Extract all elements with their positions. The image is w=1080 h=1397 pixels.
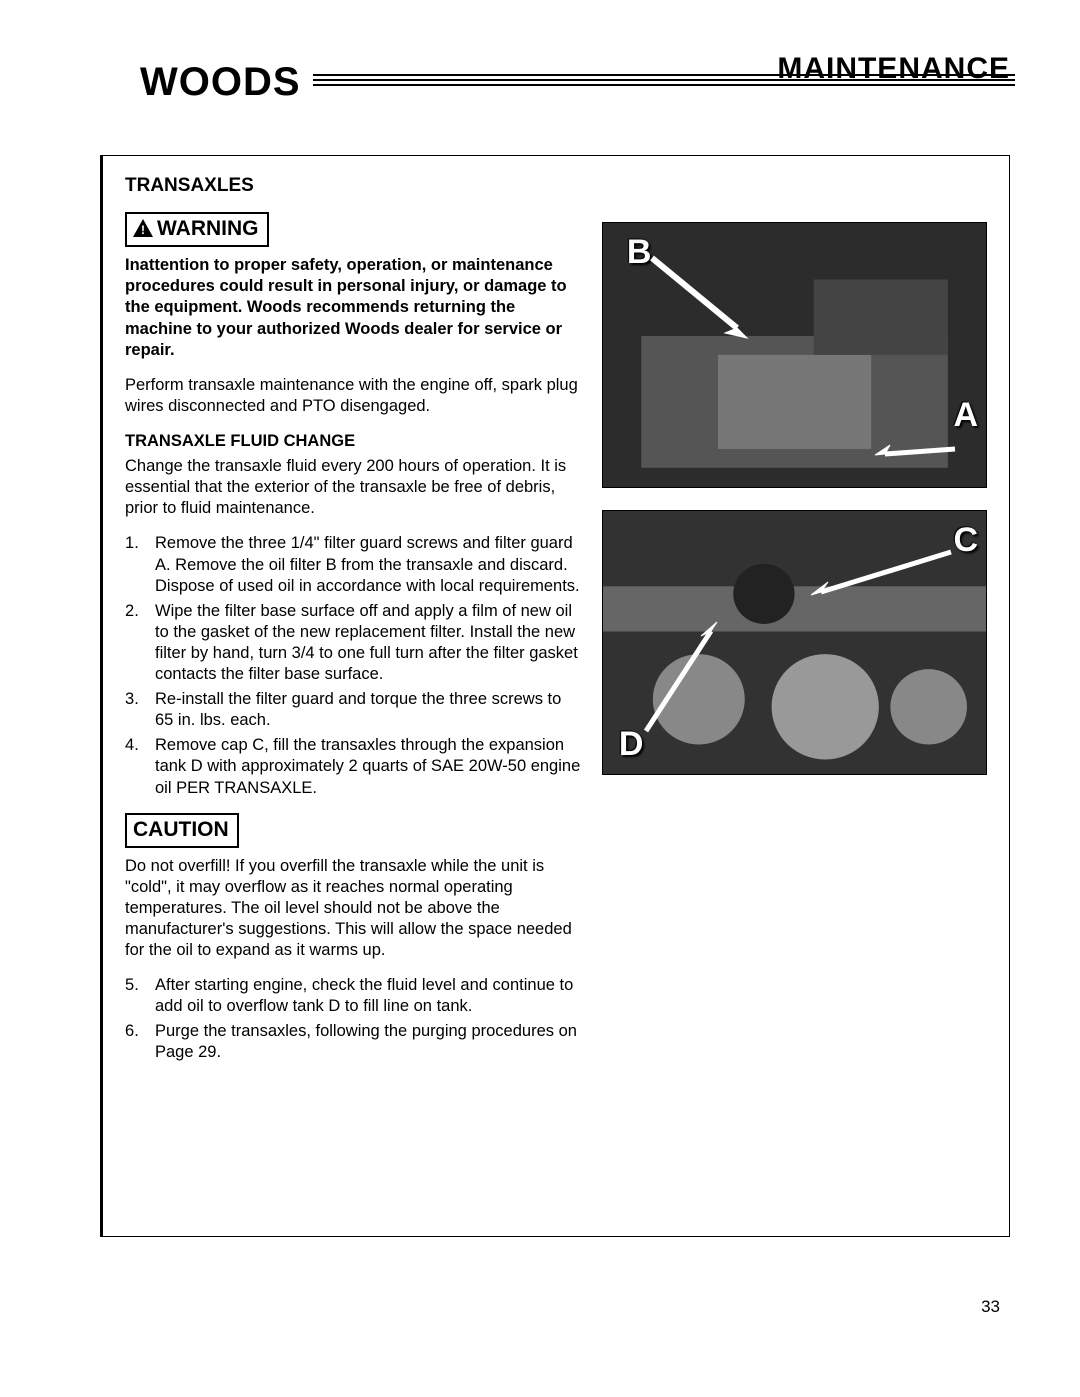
arrow-b-icon (647, 253, 767, 353)
figure-label-c: C (953, 521, 978, 560)
fluid-change-intro: Change the transaxle fluid every 200 hou… (125, 456, 582, 519)
page-number: 33 (981, 1297, 1000, 1317)
arrow-d-icon (641, 616, 741, 736)
list-item: After starting engine, check the fluid l… (125, 975, 582, 1017)
warning-label: WARNING (157, 217, 259, 240)
fluid-change-heading: TRANSAXLE FLUID CHANGE (125, 431, 582, 452)
list-item: Purge the transaxles, following the purg… (125, 1021, 582, 1063)
text-column: TRANSAXLES ! WARNING Inattention to prope… (125, 174, 582, 1216)
caution-box: CAUTION (125, 813, 239, 848)
list-item: Remove the three 1/4" filter guard screw… (125, 533, 582, 596)
section-title: TRANSAXLES (125, 174, 582, 198)
figure-2: C D (602, 510, 987, 776)
intro-text: Perform transaxle maintenance with the e… (125, 375, 582, 417)
list-item: Re-install the filter guard and torque t… (125, 689, 582, 731)
arrow-a-icon (870, 399, 960, 469)
arrow-c-icon (806, 547, 956, 607)
warning-text: Inattention to proper safety, operation,… (125, 255, 582, 361)
warning-box: ! WARNING (125, 212, 269, 247)
figure-1: B A (602, 222, 987, 488)
warning-icon: ! (133, 219, 153, 237)
list-item: Remove cap C, fill the transaxles throug… (125, 735, 582, 798)
list-item: Wipe the filter base surface off and app… (125, 601, 582, 685)
steps-list-1: Remove the three 1/4" filter guard screw… (125, 533, 582, 798)
caution-text: Do not overfill! If you overfill the tra… (125, 856, 582, 962)
svg-text:!: ! (141, 223, 145, 237)
brand-logo: WOODS (140, 60, 301, 105)
caution-label: CAUTION (133, 818, 229, 841)
steps-list-2: After starting engine, check the fluid l… (125, 975, 582, 1063)
figure-column: B A C D (602, 174, 987, 1216)
figure-label-d: D (619, 725, 644, 764)
content-frame: TRANSAXLES ! WARNING Inattention to prope… (100, 155, 1010, 1237)
section-label: MAINTENANCE (777, 52, 1010, 86)
